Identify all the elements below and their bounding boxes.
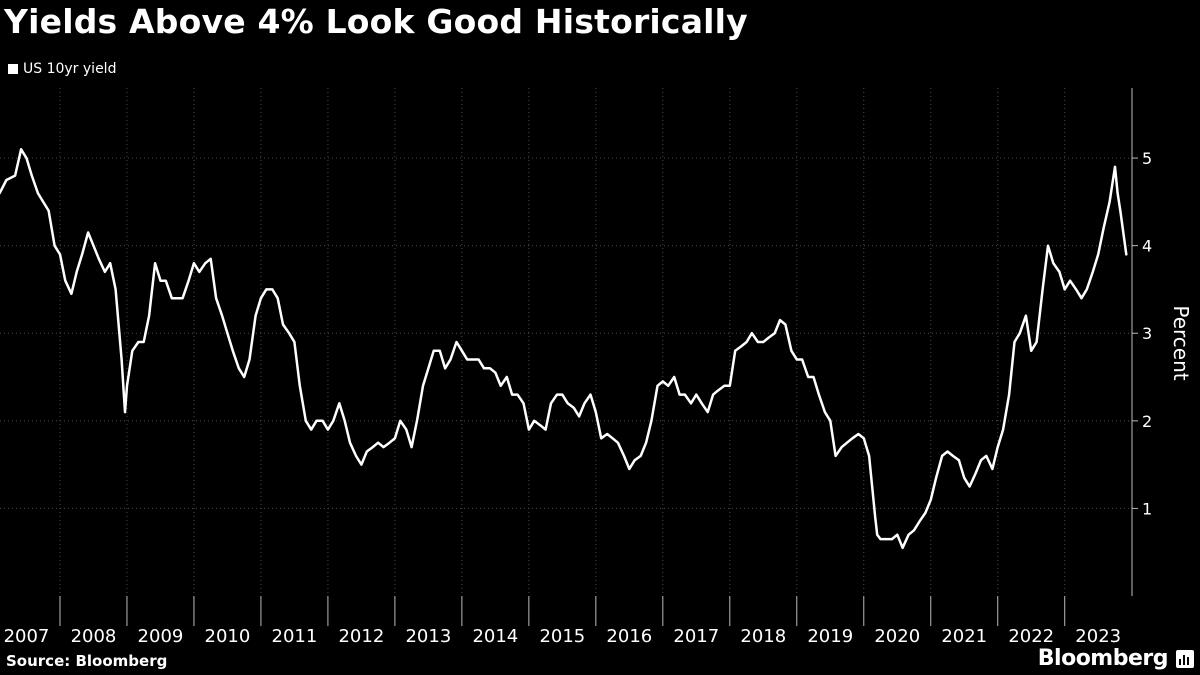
x-tick-label: 2023 — [1075, 626, 1121, 647]
x-tick-label: 2019 — [807, 626, 853, 647]
x-tick-label: 2012 — [338, 626, 384, 647]
x-tick-label: 2017 — [673, 626, 719, 647]
x-tick-label: 2009 — [138, 626, 184, 647]
y-tick-label: 5 — [1142, 149, 1152, 168]
y-tick-label: 3 — [1142, 324, 1152, 343]
y-tick-label: 1 — [1142, 499, 1152, 518]
x-tick-label: 2010 — [205, 626, 251, 647]
x-tick-label: 2008 — [71, 626, 117, 647]
x-tick-label: 2022 — [1008, 626, 1054, 647]
x-tick-label: 2016 — [606, 626, 652, 647]
legend-label: US 10yr yield — [23, 61, 117, 77]
legend: US 10yr yield — [8, 61, 116, 77]
x-tick-label: 2014 — [472, 626, 518, 647]
y-axis-label: Percent — [1169, 305, 1193, 381]
y-tick-label: 2 — [1142, 412, 1152, 431]
y-tick-label: 4 — [1142, 237, 1152, 256]
x-tick-label: 2007 — [4, 626, 50, 647]
x-tick-label: 2011 — [272, 626, 318, 647]
x-tick-label: 2013 — [405, 626, 451, 647]
x-tick-label: 2021 — [941, 626, 987, 647]
bloomberg-terminal-icon — [1176, 650, 1194, 668]
x-tick-label: 2020 — [874, 626, 920, 647]
source-note: Source: Bloomberg — [6, 652, 168, 670]
x-tick-label: 2018 — [740, 626, 786, 647]
series-line-us-10yr-yield — [0, 148, 1128, 550]
brand-logo: Bloomberg — [1037, 646, 1169, 671]
chart-title: Yields Above 4% Look Good Historically — [4, 2, 748, 41]
legend-swatch — [8, 64, 18, 74]
x-tick-label: 2015 — [539, 626, 585, 647]
